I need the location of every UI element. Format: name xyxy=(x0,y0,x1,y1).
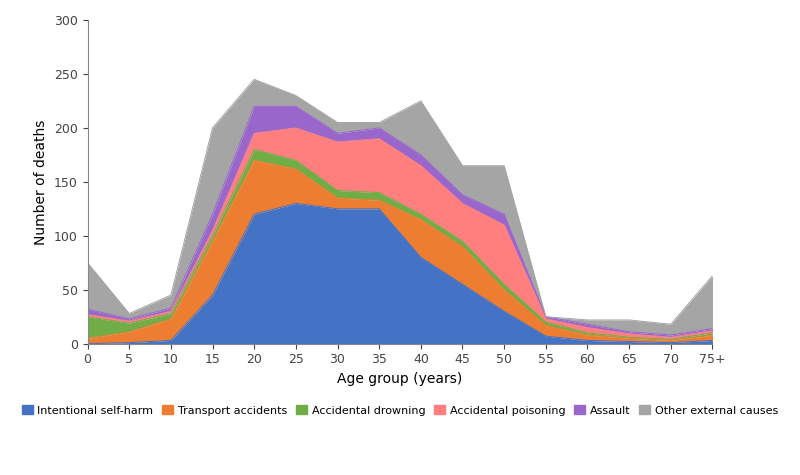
Y-axis label: Number of deaths: Number of deaths xyxy=(34,119,48,245)
X-axis label: Age group (years): Age group (years) xyxy=(338,372,462,386)
Legend: Intentional self-harm, Transport accidents, Accidental drowning, Accidental pois: Intentional self-harm, Transport acciden… xyxy=(18,401,782,420)
